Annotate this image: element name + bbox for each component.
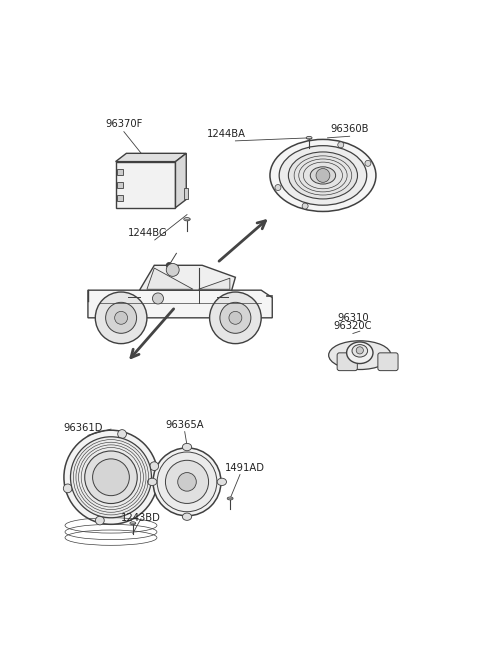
Circle shape bbox=[356, 346, 363, 354]
Circle shape bbox=[229, 311, 242, 324]
Circle shape bbox=[115, 311, 128, 324]
Circle shape bbox=[150, 462, 158, 470]
FancyBboxPatch shape bbox=[337, 353, 357, 371]
Circle shape bbox=[96, 516, 104, 525]
Ellipse shape bbox=[306, 136, 312, 140]
Text: 1244BA: 1244BA bbox=[207, 128, 246, 139]
Text: 96361D: 96361D bbox=[63, 424, 103, 434]
Bar bbox=[116, 162, 176, 208]
Text: 96310: 96310 bbox=[337, 313, 369, 323]
Circle shape bbox=[210, 292, 261, 344]
Ellipse shape bbox=[84, 451, 137, 504]
Ellipse shape bbox=[153, 448, 221, 516]
Polygon shape bbox=[176, 153, 186, 208]
Ellipse shape bbox=[270, 140, 376, 212]
Ellipse shape bbox=[352, 345, 368, 357]
Bar bbox=[184, 188, 188, 199]
Polygon shape bbox=[140, 265, 235, 290]
Ellipse shape bbox=[227, 497, 233, 500]
Ellipse shape bbox=[347, 342, 373, 364]
Ellipse shape bbox=[310, 167, 336, 184]
Polygon shape bbox=[116, 153, 186, 162]
Circle shape bbox=[93, 459, 130, 496]
Ellipse shape bbox=[217, 478, 227, 485]
Circle shape bbox=[302, 203, 308, 209]
Ellipse shape bbox=[130, 522, 136, 525]
Text: 96370F: 96370F bbox=[105, 119, 143, 129]
Text: 96365A: 96365A bbox=[166, 420, 204, 430]
Ellipse shape bbox=[182, 443, 192, 451]
Text: 1491AD: 1491AD bbox=[225, 462, 264, 473]
Ellipse shape bbox=[329, 341, 391, 369]
Text: 96360B: 96360B bbox=[330, 124, 369, 134]
Bar bbox=[117, 181, 123, 187]
Ellipse shape bbox=[184, 217, 190, 221]
FancyBboxPatch shape bbox=[378, 353, 398, 371]
Circle shape bbox=[178, 472, 196, 491]
Ellipse shape bbox=[64, 430, 158, 524]
Ellipse shape bbox=[71, 437, 152, 517]
Circle shape bbox=[63, 484, 72, 493]
Circle shape bbox=[338, 142, 344, 148]
Circle shape bbox=[106, 303, 137, 333]
Circle shape bbox=[220, 303, 251, 333]
Ellipse shape bbox=[182, 513, 192, 520]
Bar bbox=[117, 169, 123, 175]
Circle shape bbox=[275, 185, 281, 191]
Polygon shape bbox=[147, 268, 193, 290]
Text: 1244BG: 1244BG bbox=[128, 228, 168, 238]
Text: 96320C: 96320C bbox=[334, 321, 372, 331]
Circle shape bbox=[166, 263, 179, 276]
Polygon shape bbox=[88, 290, 272, 318]
Circle shape bbox=[365, 160, 371, 166]
Circle shape bbox=[316, 168, 330, 182]
Bar bbox=[117, 195, 123, 200]
Polygon shape bbox=[199, 278, 230, 290]
Ellipse shape bbox=[288, 152, 358, 199]
Ellipse shape bbox=[157, 452, 217, 512]
Ellipse shape bbox=[279, 145, 367, 205]
Circle shape bbox=[96, 292, 147, 344]
Circle shape bbox=[153, 293, 164, 304]
Ellipse shape bbox=[166, 460, 209, 504]
Text: 1243BD: 1243BD bbox=[121, 514, 161, 523]
Circle shape bbox=[166, 262, 172, 269]
Circle shape bbox=[118, 430, 126, 438]
Ellipse shape bbox=[147, 478, 157, 485]
